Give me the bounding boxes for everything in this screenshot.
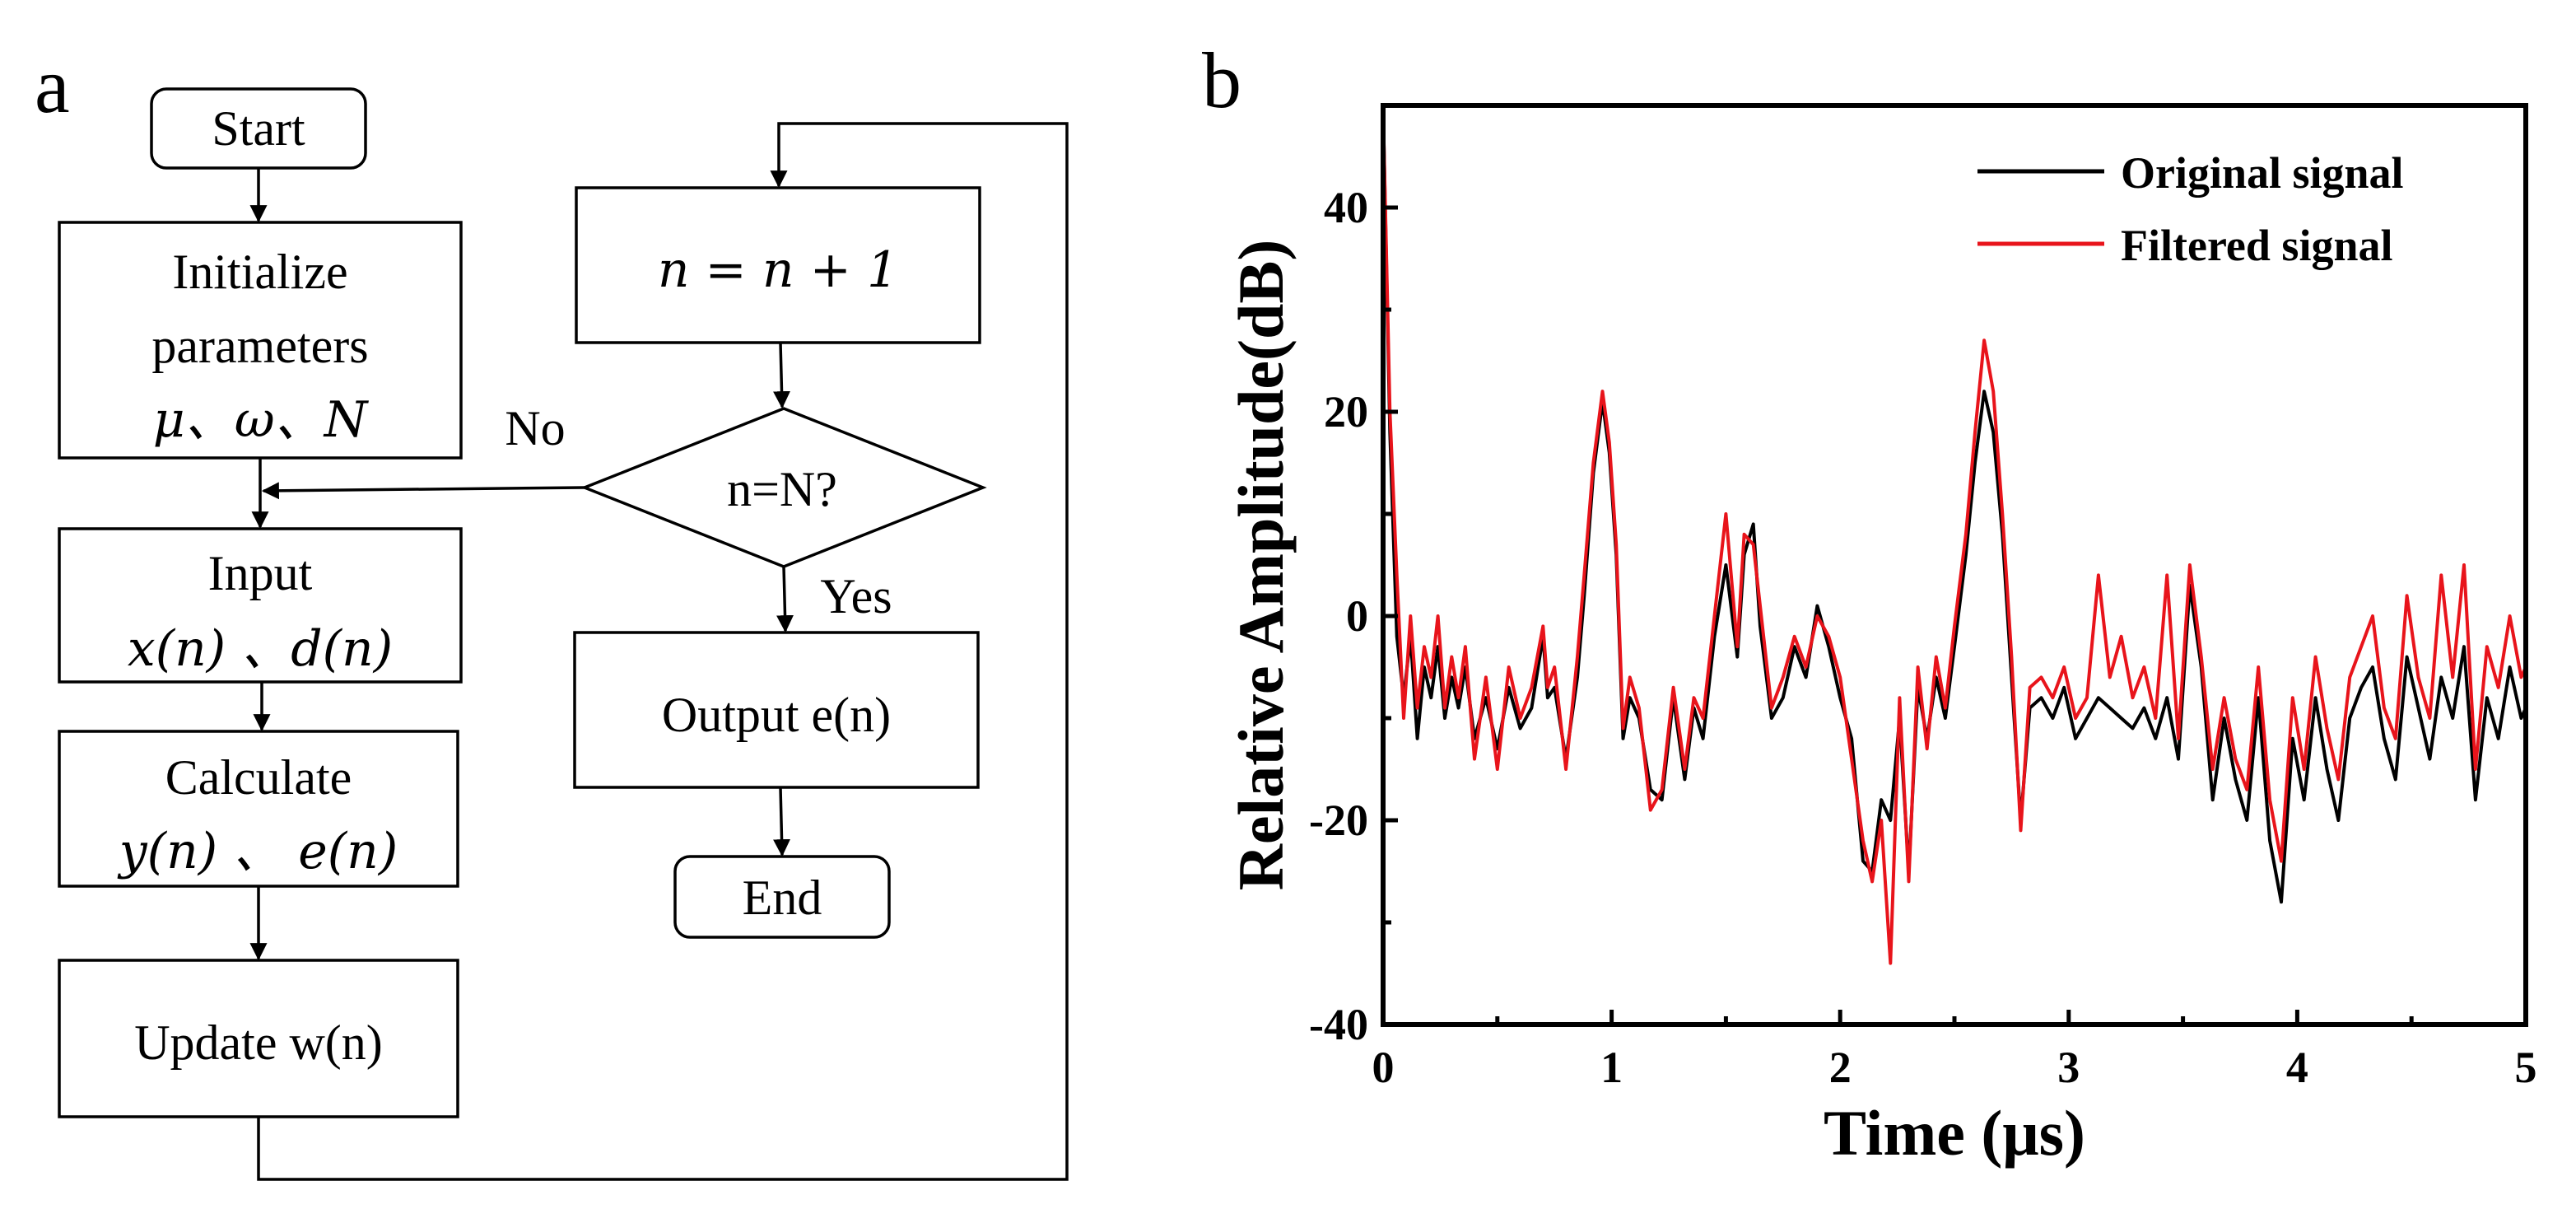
chart-panel: b 0 1 2 3 4 5 -40 -20 0 20 40 Time (μs) Relative A…: [1202, 36, 2537, 1169]
series-line-filtered-signal: [1381, 105, 2527, 965]
x-tick-label: 4: [2286, 1043, 2308, 1092]
output-text: Output e(n): [662, 688, 891, 742]
end-text: End: [743, 871, 822, 925]
yes-label: Yes: [820, 569, 892, 623]
panel-a-label: a: [35, 41, 70, 129]
arrow-update-loop: [257, 122, 1069, 1181]
input-text-line2: x(n) 、d(n): [128, 620, 393, 678]
input-text-line1: Input: [208, 546, 313, 600]
calculate-text-line2: y(n) 、 e(n): [117, 823, 398, 880]
axis-tick-labels: 0 1 2 3 4 5 -40 -20 0 20 40: [1309, 183, 2536, 1092]
arrow-decision-yes: [776, 566, 794, 633]
x-tick-label: 5: [2515, 1043, 2537, 1092]
initialize-text-line1: Initialize: [172, 245, 347, 299]
plot-lines: [1381, 105, 2527, 965]
flowchart-panel: a Start Initialize parameters μ、ω、N Inpu…: [35, 41, 1069, 1181]
y-tick-label: -20: [1309, 796, 1368, 845]
arrow-decision-no: [261, 482, 585, 500]
x-tick-label: 0: [1372, 1043, 1395, 1092]
legend-label-filtered: Filtered signal: [2121, 221, 2393, 270]
y-tick-label: 0: [1346, 591, 1368, 641]
plot-frame: [1381, 103, 2528, 1027]
output-node: [573, 631, 980, 789]
y-tick-label: -40: [1309, 1000, 1368, 1049]
x-axis-title: Time (μs): [1824, 1097, 2085, 1169]
increment-node: [575, 186, 981, 344]
x-tick-label: 2: [1829, 1043, 1852, 1092]
no-label: No: [505, 401, 565, 455]
initialize-text-line2: parameters: [151, 319, 368, 373]
arrow-output-to-end: [773, 787, 791, 857]
calculate-node: [58, 730, 459, 888]
arrow-increment-to-decision: [773, 342, 791, 409]
y-axis-title: Relative Amplitude(dB): [1225, 240, 1297, 891]
x-tick-label: 3: [2057, 1043, 2080, 1092]
y-tick-label: 40: [1324, 183, 1368, 232]
initialize-node: [58, 221, 463, 460]
update-text: Update w(n): [134, 1015, 383, 1070]
decision-text: n=N?: [727, 462, 837, 516]
increment-text: n = n + 1: [658, 241, 898, 299]
calculate-text-line1: Calculate: [165, 750, 352, 805]
x-tick-label: 1: [1600, 1043, 1623, 1092]
legend: Original signal Filtered signal: [1977, 148, 2404, 270]
start-text: Start: [212, 101, 305, 156]
panel-b-label: b: [1202, 36, 1241, 124]
initialize-params: μ、ω、N: [153, 391, 370, 449]
legend-label-original: Original signal: [2121, 148, 2404, 198]
y-tick-label: 20: [1324, 387, 1368, 436]
